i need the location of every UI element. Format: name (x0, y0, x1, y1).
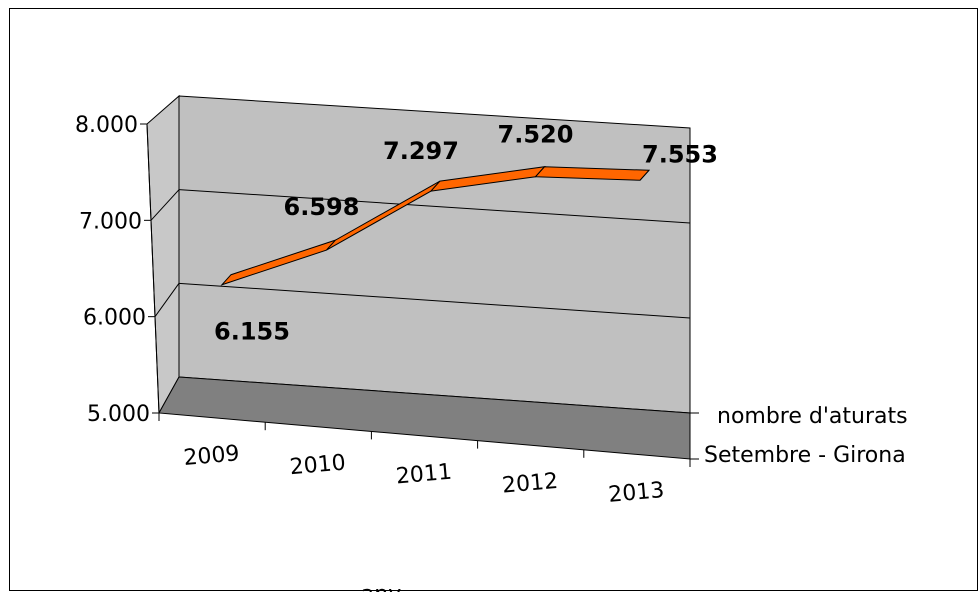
y-axis-ticks: 5.000 6.000 7.000 8.000 (75, 113, 159, 427)
data-label: 6.155 (214, 318, 290, 346)
series-name-line-1: nombre d'aturats (717, 404, 908, 429)
series-ribbon (220, 166, 651, 286)
x-tick-label: 2012 (501, 469, 559, 499)
x-tick-label: 2009 (183, 441, 241, 471)
y-tick-label: 5.000 (87, 402, 150, 427)
gridline-side (150, 189, 180, 221)
x-tick-label: 2010 (289, 450, 347, 480)
gridline-side (154, 283, 180, 317)
x-axis-ticks: 2009 2010 2011 2012 2013 (158, 413, 691, 508)
x-axis-title: any (361, 582, 401, 592)
data-label: 7.520 (498, 121, 574, 149)
y-tick-label: 6.000 (83, 306, 146, 331)
gridline-back (178, 282, 691, 319)
data-label: 6.598 (284, 193, 360, 221)
x-tick-label: 2011 (395, 460, 453, 490)
gridlines (150, 189, 691, 319)
gridline-back (178, 189, 691, 224)
x-tick-label: 2013 (607, 478, 665, 508)
y-axis-line (146, 123, 160, 414)
data-label: 7.553 (642, 140, 718, 168)
y-tick-label: 7.000 (79, 209, 142, 234)
ribbon-end-cap (639, 169, 650, 181)
data-label: 7.297 (383, 137, 459, 165)
data-labels: 6.155 6.598 7.297 7.520 7.553 (214, 121, 718, 346)
y-tick-label: 8.000 (75, 113, 138, 138)
series-name-line-2: Setembre - Girona (704, 443, 906, 468)
side-wall (146, 94, 180, 415)
